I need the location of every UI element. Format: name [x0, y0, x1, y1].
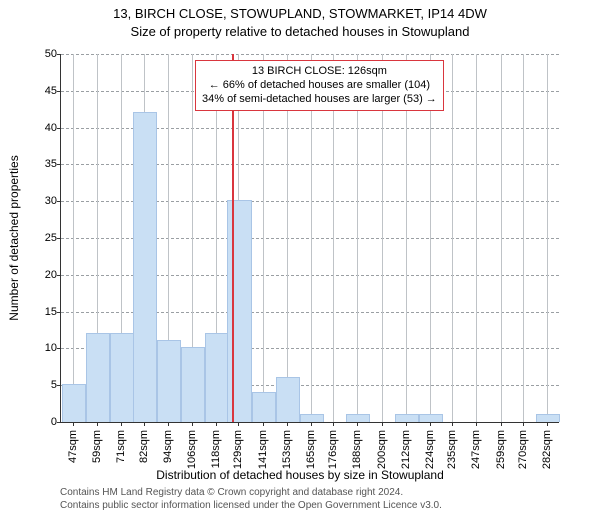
histogram-bar [346, 414, 370, 422]
page-title: 13, BIRCH CLOSE, STOWUPLAND, STOWMARKET,… [0, 6, 600, 22]
xtick-mark [476, 422, 477, 426]
xtick-mark [168, 422, 169, 426]
gridline-v [547, 54, 548, 422]
xtick-label: 153sqm [281, 430, 293, 469]
histogram-bar [133, 112, 157, 422]
ytick-label: 0 [27, 416, 57, 428]
xtick-mark [382, 422, 383, 426]
xtick-label: 82sqm [138, 430, 150, 463]
xtick-mark [311, 422, 312, 426]
xtick-label: 235sqm [446, 430, 458, 469]
ytick-label: 10 [27, 342, 57, 354]
xtick-mark [357, 422, 358, 426]
ytick-label: 5 [27, 379, 57, 391]
xtick-mark [501, 422, 502, 426]
ytick-label: 40 [27, 122, 57, 134]
histogram-bar [181, 347, 205, 422]
footer-line: Contains HM Land Registry data © Crown c… [60, 486, 442, 499]
histogram-bar [300, 414, 324, 422]
xtick-mark [333, 422, 334, 426]
ytick-label: 45 [27, 85, 57, 97]
ytick-mark [57, 312, 61, 313]
ytick-mark [57, 385, 61, 386]
ytick-mark [57, 422, 61, 423]
ytick-mark [57, 238, 61, 239]
ytick-label: 20 [27, 269, 57, 281]
xtick-mark [121, 422, 122, 426]
histogram-bar [536, 414, 560, 422]
histogram-bar [395, 414, 419, 422]
xtick-label: 200sqm [376, 430, 388, 469]
histogram-bar [86, 333, 110, 422]
xtick-mark [406, 422, 407, 426]
histogram-bar [276, 377, 300, 422]
gridline-h [61, 54, 559, 55]
xtick-label: 188sqm [351, 430, 363, 469]
x-axis-label: Distribution of detached houses by size … [0, 468, 600, 482]
histogram-bar [62, 384, 86, 422]
xtick-label: 176sqm [327, 430, 339, 469]
xtick-mark [430, 422, 431, 426]
xtick-label: 106sqm [186, 430, 198, 469]
xtick-label: 71sqm [115, 430, 127, 463]
xtick-label: 118sqm [210, 430, 222, 468]
annotation-line: ← 66% of detached houses are smaller (10… [202, 79, 437, 93]
histogram-bar [157, 340, 181, 422]
ytick-mark [57, 128, 61, 129]
xtick-mark [97, 422, 98, 426]
xtick-mark [73, 422, 74, 426]
ytick-label: 15 [27, 306, 57, 318]
ytick-mark [57, 275, 61, 276]
xtick-label: 129sqm [232, 430, 244, 469]
gridline-v [501, 54, 502, 422]
xtick-label: 212sqm [400, 430, 412, 469]
ytick-label: 50 [27, 48, 57, 60]
gridline-v [523, 54, 524, 422]
ytick-label: 25 [27, 232, 57, 244]
xtick-mark [216, 422, 217, 426]
xtick-label: 47sqm [67, 430, 79, 463]
gridline-v [452, 54, 453, 422]
xtick-mark [192, 422, 193, 426]
xtick-label: 94sqm [162, 430, 174, 463]
ytick-mark [57, 164, 61, 165]
xtick-mark [287, 422, 288, 426]
histogram-bar [110, 333, 134, 422]
xtick-mark [144, 422, 145, 426]
xtick-mark [547, 422, 548, 426]
xtick-label: 59sqm [91, 430, 103, 463]
ytick-mark [57, 91, 61, 92]
xtick-mark [238, 422, 239, 426]
xtick-mark [523, 422, 524, 426]
y-axis-label: Number of detached properties [7, 155, 21, 320]
gridline-v [476, 54, 477, 422]
histogram-bar [227, 200, 251, 422]
xtick-label: 270sqm [517, 430, 529, 469]
xtick-label: 224sqm [424, 430, 436, 469]
annotation-box: 13 BIRCH CLOSE: 126sqm ← 66% of detached… [195, 60, 444, 111]
page-subtitle: Size of property relative to detached ho… [0, 24, 600, 40]
annotation-line: 13 BIRCH CLOSE: 126sqm [202, 65, 437, 79]
xtick-mark [452, 422, 453, 426]
xtick-label: 141sqm [257, 430, 269, 469]
histogram-bar [205, 333, 229, 422]
ytick-label: 35 [27, 158, 57, 170]
ytick-mark [57, 201, 61, 202]
histogram-bar [252, 392, 276, 422]
histogram-bar [419, 414, 443, 422]
footer-attribution: Contains HM Land Registry data © Crown c… [60, 486, 442, 512]
ytick-mark [57, 54, 61, 55]
xtick-mark [263, 422, 264, 426]
xtick-label: 165sqm [305, 430, 317, 469]
annotation-line: 34% of semi-detached houses are larger (… [202, 93, 437, 107]
xtick-label: 247sqm [470, 430, 482, 469]
xtick-label: 282sqm [541, 430, 553, 469]
xtick-label: 259sqm [495, 430, 507, 469]
gridline-v [73, 54, 74, 422]
ytick-mark [57, 348, 61, 349]
footer-line: Contains public sector information licen… [60, 499, 442, 512]
ytick-label: 30 [27, 195, 57, 207]
